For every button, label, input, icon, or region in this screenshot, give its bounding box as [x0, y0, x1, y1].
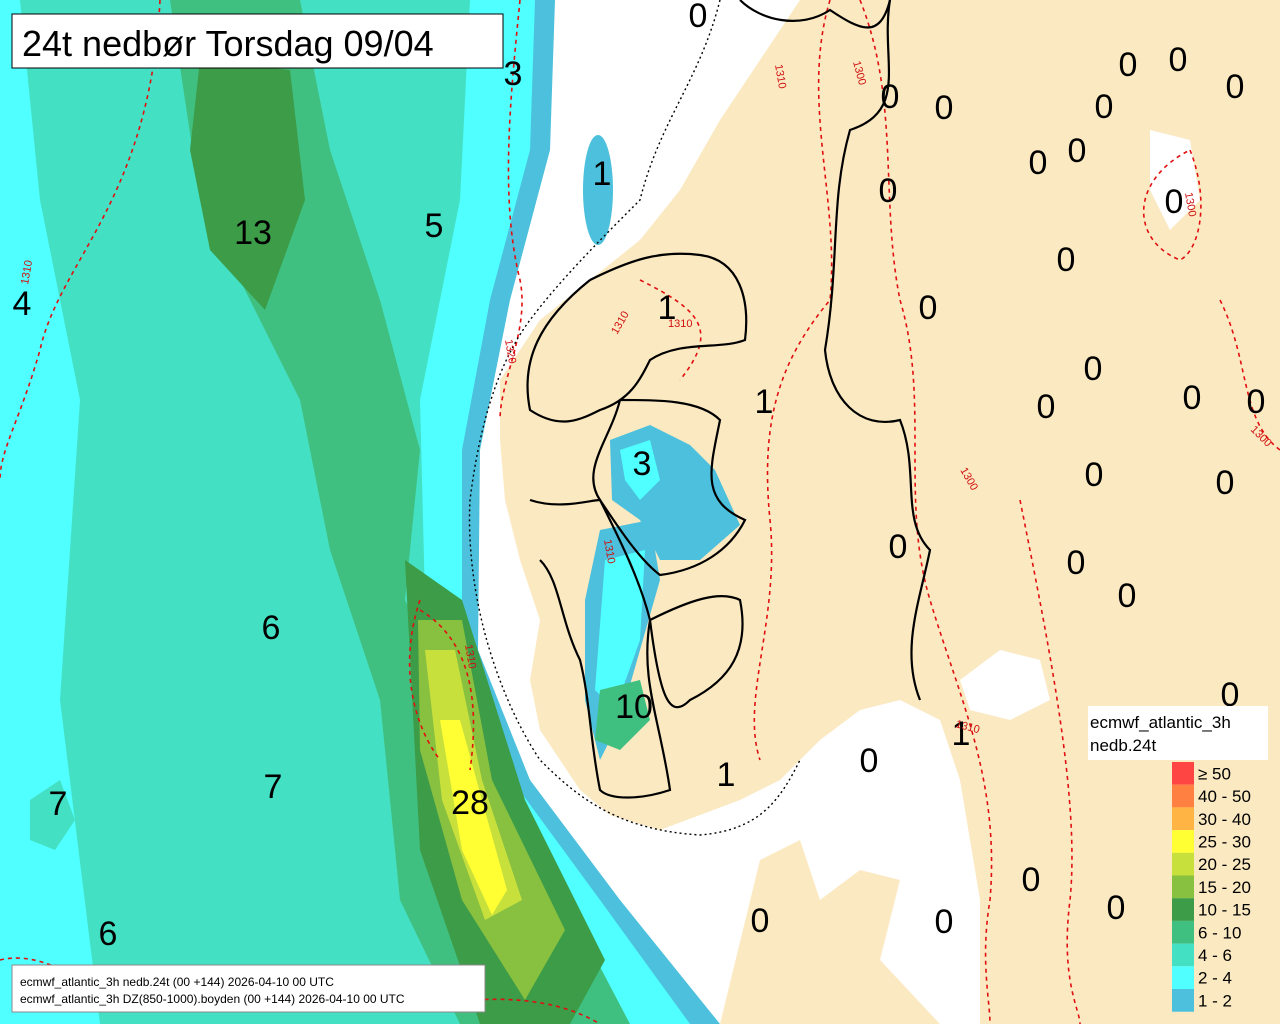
legend-swatch [1172, 966, 1194, 989]
legend-label: 4 - 6 [1198, 946, 1232, 965]
legend-bg [1088, 706, 1268, 760]
legend-label: 25 - 30 [1198, 832, 1251, 851]
precip-label: 1 [717, 756, 736, 794]
legend-label: ≥ 50 [1198, 764, 1231, 783]
precip-label: 0 [860, 742, 879, 780]
legend-label: 10 - 15 [1198, 901, 1251, 920]
contour-label: 1310 [462, 643, 478, 669]
legend: ≥ 50 40 - 50 30 - 40 25 - 30 20 - 25 15 - 20 1… [1172, 762, 1251, 1012]
legend-swatch [1172, 852, 1194, 876]
precip-label: 0 [1169, 41, 1188, 79]
legend-label: 20 - 25 [1198, 855, 1251, 874]
legend-swatch [1172, 898, 1194, 921]
legend-swatch [1172, 875, 1194, 899]
legend-swatch [1172, 762, 1194, 785]
precip-label: 0 [1119, 46, 1138, 84]
legend-swatch [1172, 830, 1194, 853]
precip-label: 0 [1107, 889, 1126, 927]
precip-label: 0 [1183, 379, 1202, 417]
precip-label: 0 [689, 0, 708, 35]
title-box [11, 13, 504, 69]
legend-subtitle: nedb.24t [1090, 736, 1156, 755]
precip-label: 0 [935, 89, 954, 127]
precip-label: 0 [1057, 241, 1076, 279]
precip-label: 0 [1029, 144, 1048, 182]
contour-label: 1300 [1182, 191, 1198, 217]
footer-line: ecmwf_atlantic_3h DZ(850-1000).boyden (0… [20, 992, 405, 1006]
precip-label: 1 [593, 155, 612, 193]
precip-label: 0 [1165, 183, 1184, 221]
precip-label: 0 [751, 902, 770, 940]
footer-line: ecmwf_atlantic_3h nedb.24t (00 +144) 202… [20, 975, 334, 989]
precip-label: 0 [1067, 544, 1086, 582]
precip-field [0, 0, 720, 1024]
contour-label: 1310 [19, 259, 35, 285]
precip-label: 0 [1247, 383, 1266, 421]
footer-box [11, 964, 486, 1013]
contour-label: 1310 [772, 63, 788, 89]
legend-label: 15 - 20 [1198, 878, 1251, 897]
precip-label: 0 [1068, 132, 1087, 170]
precip-label: 1 [658, 289, 677, 327]
legend-swatch [1172, 989, 1194, 1012]
precip-label: 3 [633, 445, 652, 483]
precip-label: 0 [881, 78, 900, 116]
precip-label: 6 [262, 609, 281, 647]
precip-label: 0 [1216, 464, 1235, 502]
title: 24t nedbør Torsdag 09/04 [22, 23, 434, 64]
precip-label: 0 [879, 172, 898, 210]
precip-label: 13 [234, 214, 272, 252]
legend-swatch [1172, 807, 1194, 831]
precip-label: 1 [755, 383, 774, 421]
legend-title: ecmwf_atlantic_3h [1090, 713, 1231, 732]
contour-label: 1320 [502, 338, 518, 364]
precip-label: 0 [919, 289, 938, 327]
precip-label: 3 [504, 55, 523, 93]
legend-swatch [1172, 943, 1194, 967]
precip-label: 0 [935, 903, 954, 941]
legend-swatch [1172, 784, 1194, 808]
borders [468, 0, 932, 836]
contour-label: 1310 [601, 538, 617, 564]
precip-label: 0 [1118, 577, 1137, 615]
precip-label: 5 [425, 207, 444, 245]
precip-label: 0 [1084, 350, 1103, 388]
precip-label: 0 [1022, 861, 1041, 899]
legend-label: 30 - 40 [1198, 810, 1251, 829]
precip-label: 7 [49, 785, 68, 823]
legend-label: 2 - 4 [1198, 969, 1232, 988]
precip-label: 0 [1095, 88, 1114, 126]
precip-label: 4 [13, 285, 32, 323]
precip-label: 0 [1221, 676, 1240, 714]
precip-label: 0 [1085, 456, 1104, 494]
precip-label: 6 [99, 915, 118, 953]
precip-label: 10 [615, 688, 653, 726]
precip-label: 0 [889, 528, 908, 566]
precip-label: 7 [264, 768, 283, 806]
contour-label: 1310 [668, 318, 692, 330]
precip-label: 1 [952, 715, 971, 753]
legend-label: 1 - 2 [1198, 991, 1232, 1010]
precip-label: 28 [451, 784, 489, 822]
legend-swatch [1172, 920, 1194, 944]
precip-label: 0 [1037, 388, 1056, 426]
precip-label: 0 [1226, 68, 1245, 106]
legend-label: 40 - 50 [1198, 787, 1251, 806]
legend-label: 6 - 10 [1198, 923, 1241, 942]
land [500, 0, 1280, 1024]
